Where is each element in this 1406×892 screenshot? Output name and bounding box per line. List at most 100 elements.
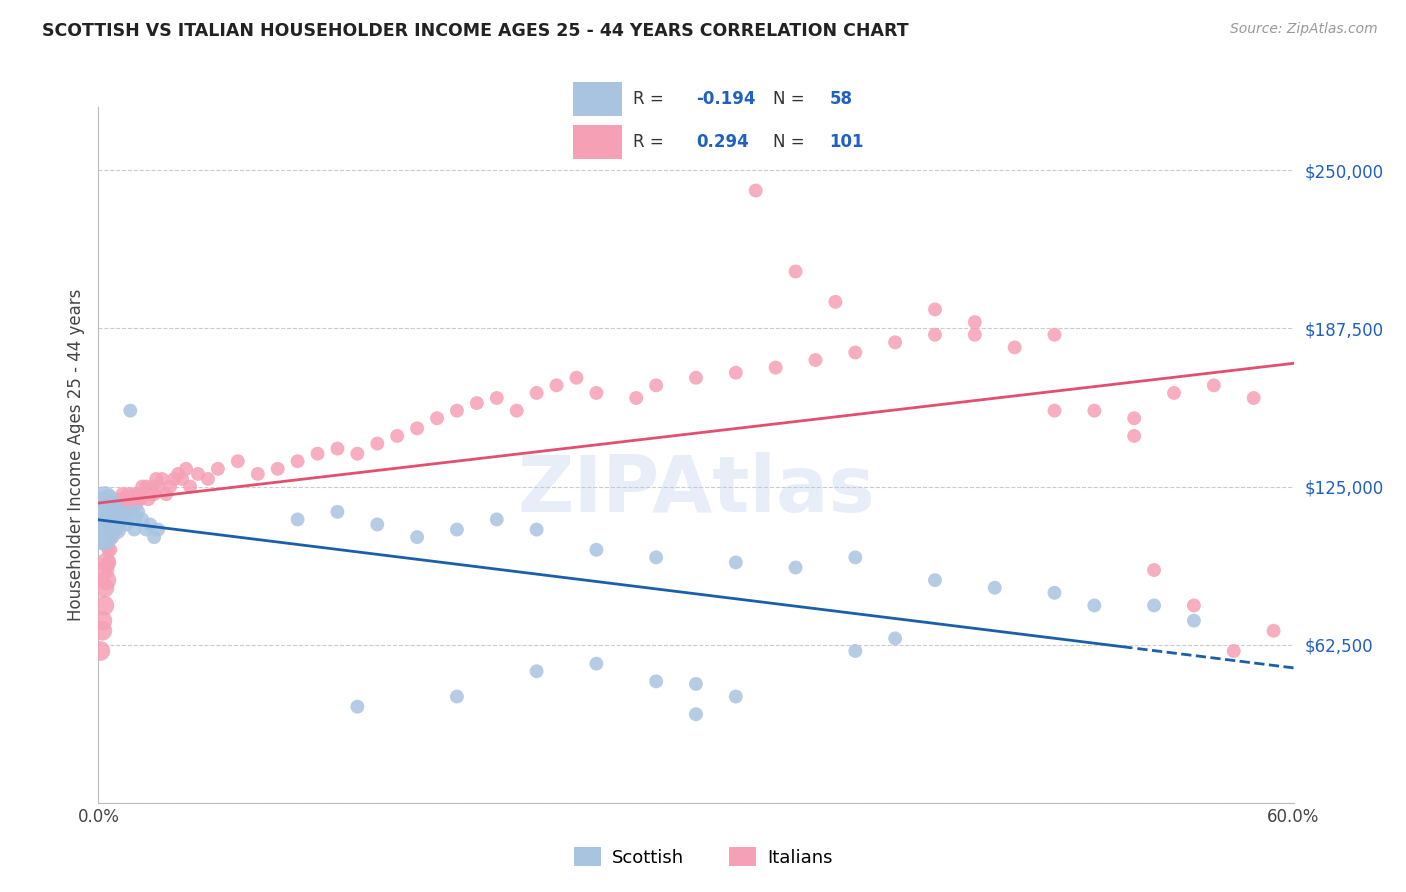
Point [226,454,249,468]
Point [1083,403,1105,417]
Point [121,505,143,519]
Point [98,523,122,537]
Text: R =: R = [633,133,669,151]
Point [107,512,129,526]
Point [91,505,114,519]
Point [96,505,118,519]
Point [187,467,209,481]
Point [145,472,167,486]
Point [406,530,429,544]
Point [924,327,946,342]
Point [645,550,668,565]
Point [385,429,409,443]
Point [465,396,488,410]
Point [110,509,132,524]
Point [98,523,122,537]
Point [785,560,807,574]
Point [804,353,827,368]
Point [101,505,124,519]
Point [207,462,229,476]
Point [93,563,115,577]
FancyBboxPatch shape [574,125,621,159]
Point [685,370,707,384]
Point [105,517,128,532]
Point [884,335,907,350]
Point [96,523,118,537]
Point [89,644,111,658]
Point [1123,411,1146,425]
Point [120,403,142,417]
Point [526,523,548,537]
Point [103,517,125,532]
Point [685,677,707,691]
Point [91,614,114,628]
Point [97,542,120,557]
Point [159,479,181,493]
Point [103,523,125,537]
Point [148,523,170,537]
Point [135,523,157,537]
Point [366,517,388,532]
Point [97,523,120,537]
Y-axis label: Householder Income Ages 25 - 44 years: Householder Income Ages 25 - 44 years [66,289,84,621]
Point [103,505,125,519]
Point [1083,599,1105,613]
Point [724,556,747,570]
Point [174,462,197,476]
Point [97,492,120,507]
Point [112,505,135,519]
Point [844,644,866,658]
Point [93,581,115,595]
Point [91,523,114,537]
Point [93,530,115,544]
Point [96,573,118,587]
Point [197,472,219,486]
Point [121,492,143,507]
Point [446,523,468,537]
Point [155,487,177,501]
Point [111,497,134,511]
Point [785,264,807,278]
Point [1043,327,1066,342]
Point [924,573,946,587]
Point [110,492,132,507]
Point [163,472,186,486]
Point [97,505,120,519]
Point [844,550,866,565]
Point [89,505,111,519]
Point [844,345,866,359]
Point [97,556,120,570]
Point [179,479,201,493]
Point [585,386,607,401]
Point [107,517,129,532]
Point [824,294,846,309]
Point [246,467,269,481]
Text: Source: ZipAtlas.com: Source: ZipAtlas.com [1230,22,1378,37]
Point [506,403,529,417]
Point [93,599,115,613]
Point [96,556,118,570]
Point [546,378,568,392]
Point [307,447,329,461]
Point [91,530,114,544]
Point [1043,586,1066,600]
Point [685,707,707,722]
Text: SCOTTISH VS ITALIAN HOUSEHOLDER INCOME AGES 25 - 44 YEARS CORRELATION CHART: SCOTTISH VS ITALIAN HOUSEHOLDER INCOME A… [42,22,908,40]
Point [1043,403,1066,417]
Point [148,479,170,493]
Point [167,467,190,481]
Point [446,403,468,417]
Point [101,530,124,544]
Point [101,512,124,526]
Point [124,523,146,537]
Point [346,447,368,461]
Point [117,487,139,501]
Point [143,487,166,501]
Point [1163,386,1185,401]
Point [963,327,986,342]
Point [139,517,162,532]
Text: N =: N = [773,90,810,108]
Point [765,360,787,375]
Text: 58: 58 [830,90,852,108]
Point [645,378,668,392]
